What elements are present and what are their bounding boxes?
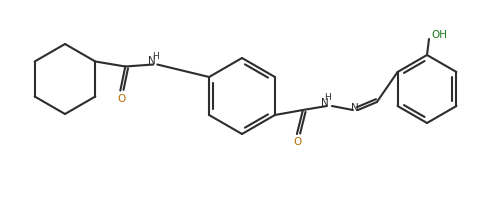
Text: H: H	[325, 93, 331, 102]
Text: O: O	[294, 136, 302, 146]
Text: N: N	[321, 97, 329, 108]
Text: H: H	[152, 52, 159, 61]
Text: OH: OH	[431, 30, 447, 40]
Text: N: N	[148, 56, 156, 66]
Text: O: O	[117, 93, 125, 103]
Text: N: N	[351, 103, 359, 112]
